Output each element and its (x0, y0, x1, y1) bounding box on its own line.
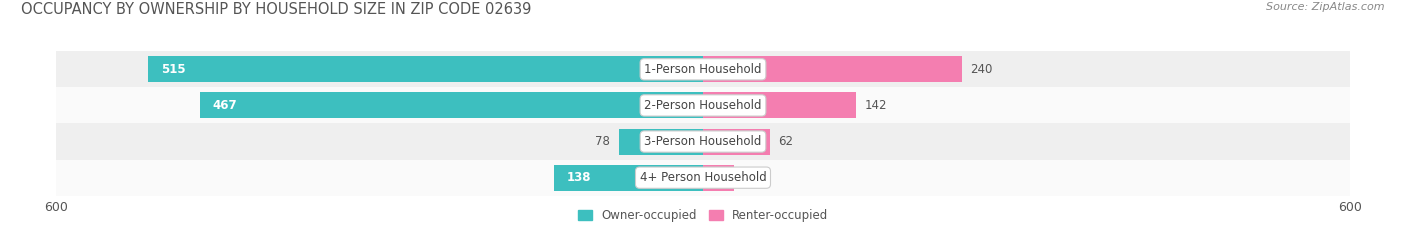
Text: 78: 78 (595, 135, 610, 148)
Text: 3-Person Household: 3-Person Household (644, 135, 762, 148)
Bar (703, 129, 770, 154)
Bar (703, 93, 856, 118)
Text: 515: 515 (160, 63, 186, 76)
Bar (554, 165, 703, 191)
Text: 62: 62 (779, 135, 793, 148)
Text: 467: 467 (212, 99, 238, 112)
Text: 1-Person Household: 1-Person Household (644, 63, 762, 76)
Text: 142: 142 (865, 99, 887, 112)
Legend: Owner-occupied, Renter-occupied: Owner-occupied, Renter-occupied (572, 205, 834, 227)
Bar (56, 123, 1350, 160)
Text: OCCUPANCY BY OWNERSHIP BY HOUSEHOLD SIZE IN ZIP CODE 02639: OCCUPANCY BY OWNERSHIP BY HOUSEHOLD SIZE… (21, 2, 531, 17)
Bar (148, 56, 703, 82)
Text: Source: ZipAtlas.com: Source: ZipAtlas.com (1267, 2, 1385, 12)
Bar (703, 165, 734, 191)
Bar (703, 56, 962, 82)
Text: 2-Person Household: 2-Person Household (644, 99, 762, 112)
Text: 138: 138 (567, 171, 592, 184)
Bar (56, 160, 1350, 196)
Text: 4+ Person Household: 4+ Person Household (640, 171, 766, 184)
Bar (56, 51, 1350, 87)
Bar (200, 93, 703, 118)
Bar (619, 129, 703, 154)
Text: 29: 29 (742, 171, 758, 184)
Text: 240: 240 (970, 63, 993, 76)
Bar (56, 87, 1350, 123)
